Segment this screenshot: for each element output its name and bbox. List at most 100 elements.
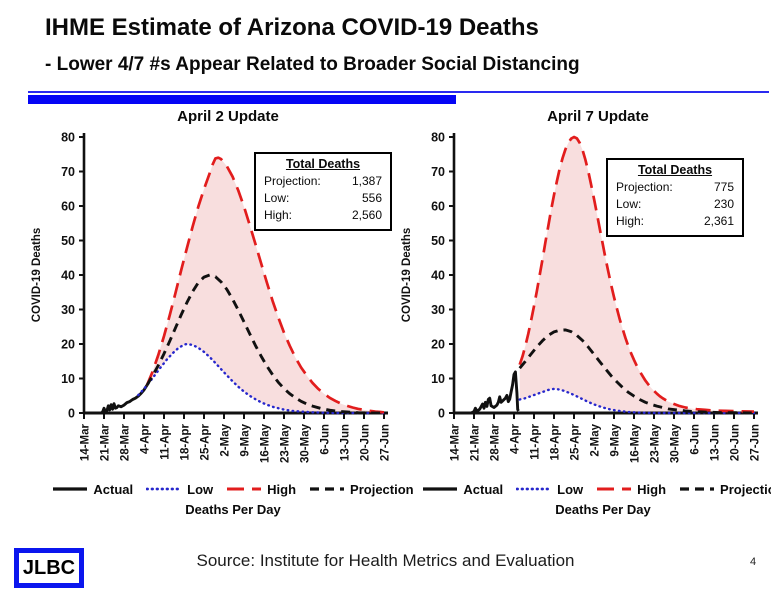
y-tick-label: 80 [61,131,75,145]
x-tick-label: 18-Apr [550,423,562,460]
series-high-line [518,135,755,413]
accent-rule-thin [28,91,769,93]
x-axis-ticks: 14-Mar 21-Mar 28-Mar 4-Apr 11-Apr 18-Apr 25-Ap… [80,413,392,463]
total-box-label: Projection: [616,180,673,194]
total-box-value: 2,560 [351,208,382,222]
total-deaths-title: Total Deaths [285,157,361,171]
x-tick-label: 27-Jun [380,424,392,461]
y-tick-label: 10 [431,372,445,386]
series-low-line [518,387,756,415]
legend-item-actual: Actual [52,482,133,497]
x-tick-label: 11-Apr [160,423,172,459]
chart-panel-april-7: April 7 Update 0 10 20 30 40 50 60 70 80 14-Mar 21… [398,106,771,517]
legend-item-projection: Projection [679,482,771,497]
legend-swatch-high [597,487,632,491]
x-tick-label: 11-Apr [530,423,542,459]
y-tick-label: 0 [438,407,445,421]
chart-legend: Actual Low High Projection [53,479,414,499]
legend-swatch-actual [53,487,88,491]
y-axis-ticks: 0 10 20 30 40 50 60 70 80 [431,131,454,421]
chart-title: April 7 Update [547,108,649,125]
x-tick-label: 28-Mar [120,423,132,461]
legend-item-projection: Projection [309,482,414,497]
legend-swatch-high [227,487,262,491]
x-tick-label: 13-Jun [710,424,722,461]
total-box-label: Projection: [264,174,321,188]
x-tick-label: 6-Jun [690,424,702,455]
legend-label: Low [187,481,214,497]
total-box-value: 230 [713,197,734,211]
legend-swatch-projection [680,487,715,491]
legend-swatch-low [516,487,553,491]
series-actual-line [470,370,520,415]
legend-label: High [637,481,667,497]
x-tick-label: 25-Apr [200,423,212,460]
y-axis-label: COVID-19 Deaths [401,228,413,323]
total-box-row: Low: 230 [616,196,734,213]
x-tick-label: 2-May [220,423,232,456]
chart-legend: Actual Low High Projection [423,479,771,499]
total-box-value: 2,361 [703,214,734,228]
x-tick-label: 6-Jun [320,424,332,455]
uncertainty-band [519,137,754,413]
legend-label: Actual [93,481,134,497]
x-tick-label: 30-May [300,423,312,463]
x-axis-caption: Deaths Per Day [555,502,651,517]
chart-svg: 0 10 20 30 40 50 60 70 80 14-Mar 21-Mar 28-Mar 4-Apr… [31,131,392,464]
x-tick-label: 13-Jun [340,424,352,461]
x-tick-label: 14-Mar [450,423,462,461]
legend-item-low: Low [516,482,583,497]
jlbc-logo: JLBC [14,548,84,588]
total-box-row: Projection: 1,387 [264,173,382,190]
x-tick-label: 2-May [590,423,602,456]
x-tick-label: 20-Jun [730,424,742,461]
legend-label: Projection [720,481,771,497]
chart-panel-april-2: April 2 Update 0 10 20 30 40 50 60 70 80 14-Mar 21… [28,106,414,517]
chart-svg: 0 10 20 30 40 50 60 70 80 14-Mar 21-Mar 28-Mar 4-Apr… [401,131,762,464]
total-box-row: High: 2,361 [616,213,734,230]
legend-item-high: High [596,482,666,497]
x-tick-label: 23-May [280,423,292,463]
axes [452,133,758,415]
total-box-label: High: [616,214,645,228]
series-actual-line [100,384,149,415]
x-tick-label: 16-May [630,423,642,463]
total-deaths-box: Total Deaths Projection: 775 Low: 230 Hi… [606,158,744,237]
total-box-value: 556 [361,191,382,205]
uncertainty-band [138,157,384,413]
chart-title: April 2 Update [177,108,279,125]
x-tick-label: 4-Apr [140,423,152,454]
x-tick-label: 4-Apr [510,423,522,454]
x-tick-label: 9-May [610,423,622,456]
series-projection-line [145,273,384,415]
page-number: 4 [750,556,757,568]
y-tick-label: 40 [61,269,75,283]
legend-swatch-low [146,487,183,491]
x-tick-label: 18-Apr [180,423,192,460]
slide-subtitle: - Lower 4/7 #s Appear Related to Broader… [45,54,580,75]
series-high-line [145,156,385,414]
total-box-row: Low: 556 [264,190,382,207]
slide-title: IHME Estimate of Arizona COVID-19 Deaths [45,14,539,41]
y-tick-label: 60 [431,200,445,214]
y-tick-label: 60 [61,200,75,214]
total-box-label: Low: [264,191,290,205]
x-tick-label: 16-May [260,423,272,463]
x-tick-label: 9-May [240,423,252,456]
total-box-label: High: [264,208,293,222]
legend-item-low: Low [146,482,213,497]
y-tick-label: 30 [431,303,445,317]
x-tick-label: 21-Mar [470,423,482,461]
y-tick-label: 50 [431,234,445,248]
y-axis-ticks: 0 10 20 30 40 50 60 70 80 [61,131,84,421]
legend-label: Actual [463,481,504,497]
legend-label: Low [557,481,584,497]
y-tick-label: 20 [431,338,445,352]
total-box-label: Low: [616,197,642,211]
series-projection-line [518,328,755,415]
total-box-value: 1,387 [351,174,382,188]
x-tick-label: 14-Mar [80,423,92,461]
x-tick-label: 27-Jun [750,424,762,461]
y-tick-label: 40 [431,269,445,283]
